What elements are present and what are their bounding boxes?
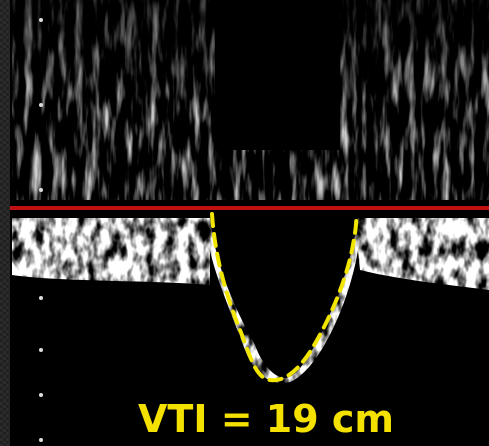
upper-fade — [12, 0, 489, 120]
marker-dot — [39, 296, 43, 300]
vti-trace — [210, 212, 359, 383]
depth-markers — [39, 18, 43, 442]
marker-dot — [39, 188, 43, 192]
vti-label: VTI = 19 cm — [138, 397, 394, 441]
marker-dot — [39, 393, 43, 397]
marker-dot — [39, 18, 43, 22]
marker-dot — [39, 438, 43, 442]
marker-dot — [39, 348, 43, 352]
marker-dot — [39, 103, 43, 107]
